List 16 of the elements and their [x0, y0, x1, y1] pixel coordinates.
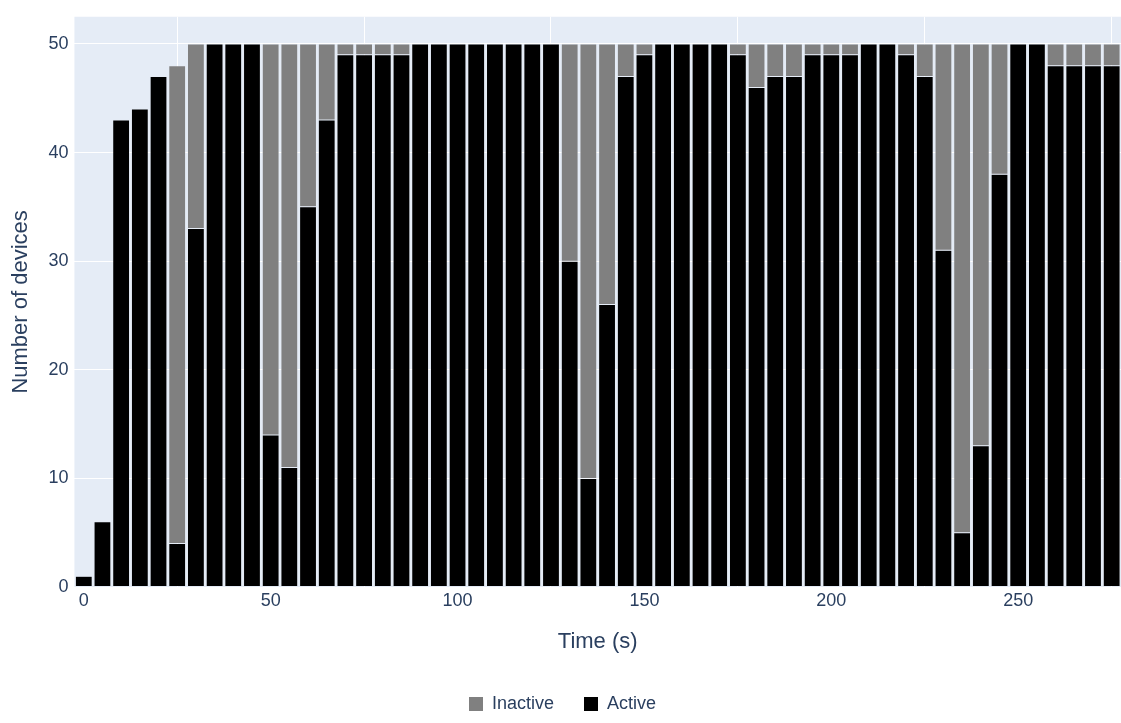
y-tick-label: 30: [48, 250, 69, 271]
legend-label: Active: [607, 692, 657, 713]
x-tick-label: 50: [260, 589, 281, 610]
y-tick-label: 0: [58, 575, 69, 596]
y-tick-label: 40: [48, 141, 69, 162]
x-tick-label: 250: [1003, 589, 1034, 610]
x-tick-label: 100: [442, 589, 473, 610]
y-tick-label: 20: [48, 358, 69, 379]
x-tick-label: 0: [78, 589, 89, 610]
y-axis-title: Number of devices: [7, 210, 33, 394]
legend-label: Inactive: [491, 692, 555, 713]
x-axis-title: Time (s): [557, 627, 638, 653]
x-tick-label: 150: [629, 589, 660, 610]
y-tick-label: 50: [48, 32, 69, 53]
x-tick-label: 200: [816, 589, 847, 610]
y-tick-label: 10: [48, 467, 69, 488]
